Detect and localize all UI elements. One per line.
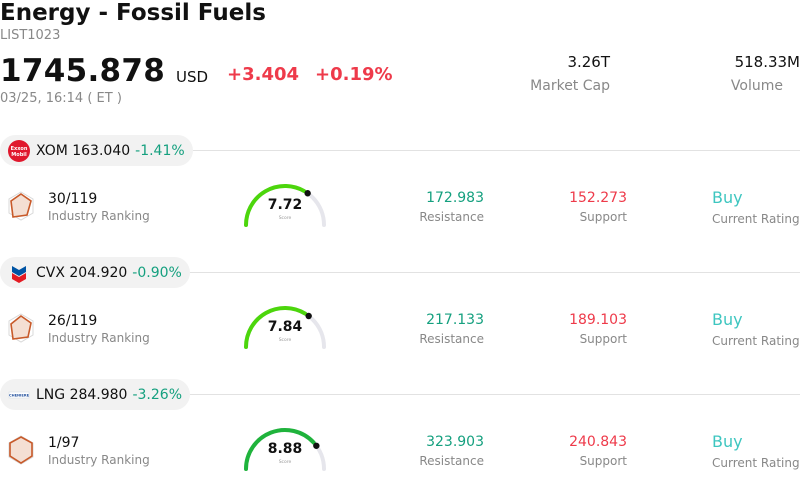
score-caption: Score (279, 337, 292, 343)
resistance-label: Resistance (419, 210, 484, 224)
svg-text:Exxon: Exxon (11, 146, 28, 152)
rating-value[interactable]: Buy (712, 432, 743, 451)
score-gauge: 7.84 Score (244, 306, 326, 349)
score-value: 7.84 (268, 319, 303, 335)
stock-row-cvx[interactable]: CVX 204.920 -0.90% 26/119 Industry Ranki… (0, 257, 800, 379)
ranking-radar-icon (8, 435, 34, 465)
stock-change-percent: -1.41% (135, 142, 185, 159)
support-label: Support (579, 454, 627, 468)
volume-value: 518.33M (734, 53, 800, 71)
stock-symbol-price: CVX 204.920 (36, 264, 128, 281)
stock-symbol-price: XOM 163.040 (36, 142, 131, 159)
industry-rank-label: Industry Ranking (48, 331, 150, 345)
industry-rank: 26/119 (48, 313, 98, 329)
list-code: LIST1023 (0, 28, 61, 43)
score-gauge: 8.88 Score (244, 428, 326, 471)
gauge-fill (244, 428, 316, 471)
support-value: 152.273 (569, 190, 627, 206)
gauge-fill (244, 184, 307, 227)
market-cap-value: 3.26T (567, 53, 610, 71)
score-value: 7.72 (268, 197, 303, 213)
quote-time: 03/25, 16:14 ( ET ) (0, 91, 122, 106)
currency-label: USD (176, 68, 209, 86)
industry-rank-label: Industry Ranking (48, 209, 150, 223)
gauge-fill (244, 306, 308, 349)
ranking-radar-icon (8, 191, 34, 221)
resistance-value: 217.133 (426, 312, 484, 328)
resistance-value: 172.983 (426, 190, 484, 206)
gauge-marker (304, 190, 311, 197)
exxonmobil-logo-icon: Exxon Mobil (8, 139, 30, 162)
support-label: Support (579, 210, 627, 224)
cheniere-logo-icon: CHENIERE (8, 384, 30, 406)
rating-value[interactable]: Buy (712, 188, 743, 207)
rating-value[interactable]: Buy (712, 310, 743, 329)
svg-text:CHENIERE: CHENIERE (9, 393, 30, 397)
row-divider (180, 150, 800, 151)
resistance-label: Resistance (419, 332, 484, 346)
gauge-marker (313, 442, 320, 449)
stock-pill-xom[interactable]: Exxon Mobil XOM 163.040 -1.41% (0, 135, 193, 166)
stock-symbol-price: LNG 284.980 (36, 386, 128, 403)
gauge-marker (305, 312, 312, 320)
score-caption: Score (279, 459, 292, 465)
svg-text:Mobil: Mobil (11, 152, 27, 158)
industry-rank: 30/119 (48, 191, 98, 207)
score-gauge: 7.72 Score (244, 184, 326, 227)
stock-change-percent: -3.26% (132, 386, 182, 403)
rating-label: Current Rating (712, 334, 800, 348)
stock-pill-cvx[interactable]: CVX 204.920 -0.90% (0, 257, 190, 288)
support-value: 240.843 (569, 434, 627, 450)
stock-row-lng[interactable]: CHENIERE LNG 284.980 -3.26% 1/97 Industr… (0, 379, 800, 488)
index-price: 1745.878 (0, 53, 166, 89)
score-value: 8.88 (268, 441, 303, 457)
price-change: +3.404 (227, 64, 300, 85)
stock-pill-lng[interactable]: CHENIERE LNG 284.980 -3.26% (0, 379, 190, 410)
page-title: Energy - Fossil Fuels (0, 0, 266, 26)
ranking-radar-icon (8, 313, 34, 343)
rating-label: Current Rating (712, 456, 800, 470)
volume-label: Volume (730, 78, 783, 94)
stock-row-xom[interactable]: Exxon Mobil XOM 163.040 -1.41% 30/119 In… (0, 135, 800, 257)
row-divider (180, 272, 800, 273)
support-value: 189.103 (569, 312, 627, 328)
row-divider (180, 394, 800, 395)
industry-rank-label: Industry Ranking (48, 453, 150, 467)
score-caption: Score (279, 215, 292, 221)
chevron-logo-icon (8, 262, 30, 284)
price-change-percent: +0.19% (315, 64, 393, 85)
industry-rank: 1/97 (48, 435, 80, 451)
stock-change-percent: -0.90% (132, 264, 182, 281)
resistance-value: 323.903 (426, 434, 484, 450)
resistance-label: Resistance (419, 454, 484, 468)
rating-label: Current Rating (712, 212, 800, 226)
market-cap-label: Market Cap (530, 78, 610, 94)
support-label: Support (579, 332, 627, 346)
